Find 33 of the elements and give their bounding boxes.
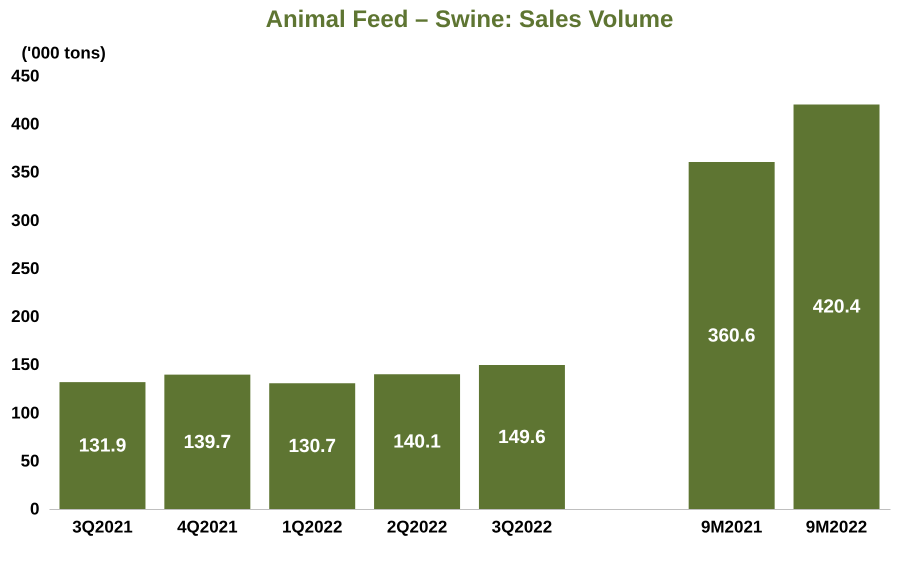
y-tick-label: 0 <box>30 500 40 518</box>
y-tick-label: 300 <box>11 210 40 230</box>
data-label: 139.7 <box>184 432 232 453</box>
chart-title: Animal Feed – Swine: Sales Volume <box>266 6 674 33</box>
y-tick-label: 350 <box>11 162 40 182</box>
x-tick-label: 9M2022 <box>806 518 868 536</box>
x-tick-label: 3Q2021 <box>72 518 133 536</box>
x-tick-label: 3Q2022 <box>492 518 552 536</box>
data-label: 131.9 <box>78 436 126 457</box>
bar <box>164 374 250 509</box>
bar <box>269 383 356 509</box>
y-tick-label: 200 <box>11 307 40 326</box>
x-tick-label: 1Q2022 <box>282 518 342 536</box>
bar <box>478 365 565 509</box>
y-tick-label: 100 <box>11 403 40 422</box>
x-tick-label: 4Q2021 <box>177 518 238 536</box>
y-axis-title: ('000 tons) <box>22 44 106 62</box>
y-tick-label: 400 <box>11 114 40 134</box>
y-tick-label: 250 <box>11 258 40 278</box>
data-label: 360.6 <box>708 326 756 347</box>
y-tick-label: 150 <box>11 355 40 374</box>
y-tick-label: 50 <box>20 451 40 470</box>
x-tick-label: 2Q2022 <box>386 518 448 536</box>
x-tick-label: 9M2021 <box>700 518 762 536</box>
y-tick-label: 450 <box>11 66 40 86</box>
bar <box>794 104 880 509</box>
data-label: 420.4 <box>812 296 861 318</box>
data-label: 140.1 <box>393 432 442 453</box>
data-label: 130.7 <box>288 436 336 458</box>
bar <box>374 374 460 509</box>
bar <box>59 382 146 509</box>
bar <box>688 162 775 509</box>
data-label: 149.6 <box>498 427 546 448</box>
